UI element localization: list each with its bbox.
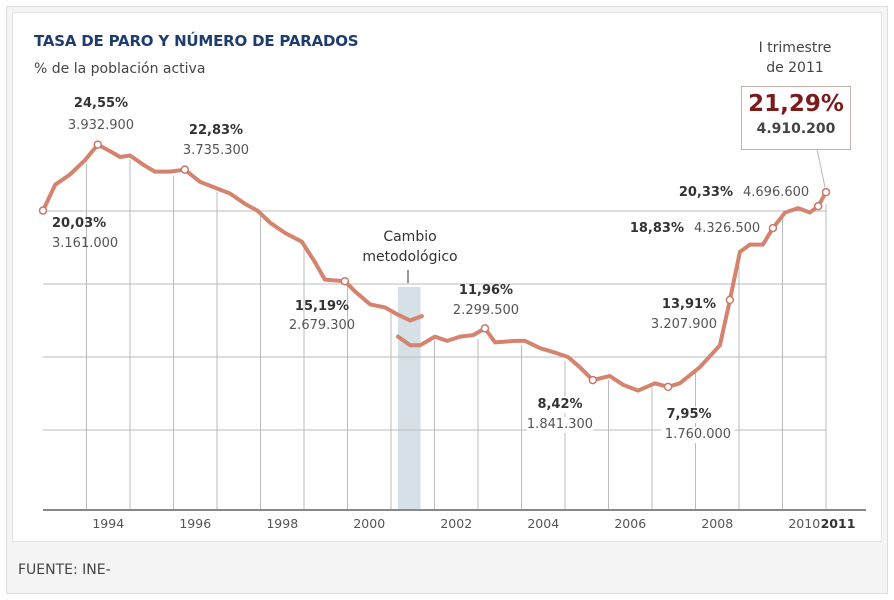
label-pct-1999: 15,19% (294, 299, 350, 314)
label-num-2008: 3.207.900 (650, 317, 718, 332)
chart-subtitle: % de la población activa (34, 61, 206, 77)
data-point-marker (588, 375, 598, 385)
x-tick-label: 1994 (92, 516, 125, 531)
label-num-1993: 3.161.000 (52, 236, 119, 251)
period-label-line2: de 2011 (766, 60, 824, 76)
x-tick-label: 1996 (179, 516, 212, 531)
label-num-1994: 3.932.900 (67, 118, 135, 133)
x-tick-label: 2002 (440, 516, 473, 531)
data-point-marker (38, 206, 48, 215)
data-point-marker (663, 382, 673, 392)
series-line-2 (396, 190, 828, 393)
latest-value-callout: 21,29% 4.910.200 (741, 86, 851, 150)
label-pct-1994: 24,55% (73, 96, 129, 111)
label-pct-2008: 13,91% (661, 297, 717, 312)
x-tick-label: 1998 (266, 516, 299, 531)
label-num-2005: 1.841.300 (526, 417, 594, 433)
x-tick-label: 2008 (701, 516, 734, 531)
label-num-1996: 3.735.300 (182, 143, 250, 158)
series-line-1 (41, 142, 424, 323)
data-point-marker (821, 187, 831, 197)
latest-num: 4.910.200 (756, 121, 836, 137)
label-num-2002: 2.299.500 (452, 303, 520, 318)
x-tick-label: 2010 (788, 516, 821, 531)
label-num-2009: 4.326.500 (694, 221, 761, 236)
label-pct-1993: 20,03% (52, 216, 107, 231)
label-pct-2010: 20,33% (678, 185, 733, 200)
chart-panel (12, 12, 882, 542)
x-tick-label: 2011 (820, 516, 856, 531)
x-tick-label: 2004 (527, 516, 560, 531)
latest-pct: 21,29% (748, 91, 844, 117)
band-label-line1: Cambio (383, 229, 437, 245)
label-pct-2005: 8,42% (537, 397, 583, 413)
chart-title: TASA DE PARO Y NÚMERO DE PARADOS (34, 32, 359, 50)
data-point-marker (93, 140, 103, 149)
data-point-marker (813, 201, 823, 211)
label-num-1999: 2.679.300 (288, 318, 356, 333)
label-num-2007: 1.760.000 (660, 427, 736, 443)
period-label-line1: I trimestre (758, 40, 832, 56)
label-pct-1996: 22,83% (188, 123, 244, 138)
x-tick-label: 2006 (614, 516, 647, 531)
callout-pointer (816, 148, 826, 188)
data-point-marker (768, 223, 778, 233)
data-point-marker (180, 165, 190, 174)
label-pct-2002: 11,96% (458, 283, 514, 298)
band-label-line2: metodológico (362, 249, 458, 265)
label-num-2010: 4.696.600 (743, 185, 810, 200)
label-pct-2009: 18,83% (629, 221, 684, 236)
data-point-marker (725, 295, 735, 305)
source-footer: FUENTE: INE- (18, 562, 111, 578)
data-point-marker (480, 324, 490, 333)
data-point-marker (340, 276, 350, 286)
x-tick-label: 2000 (353, 516, 386, 531)
label-pct-2007: 7,95% (666, 407, 712, 423)
